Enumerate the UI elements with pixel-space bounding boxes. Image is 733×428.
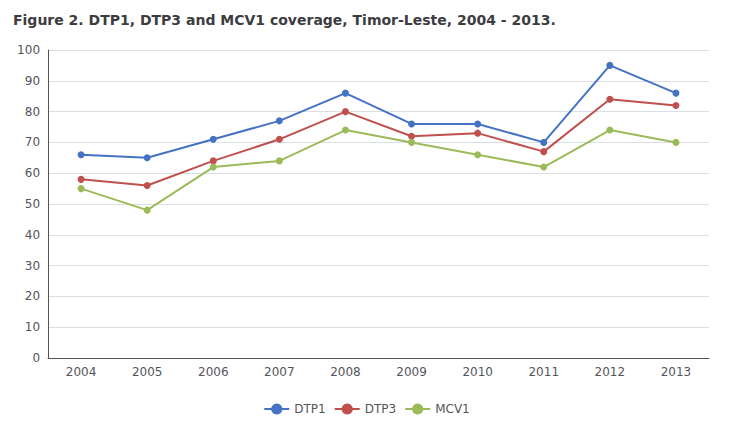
svg-text:Figure 2. DTP1, DTP3 and MCV1: Figure 2. DTP1, DTP3 and MCV1 coverage, … [13,12,556,28]
svg-text:40: 40 [25,228,40,242]
svg-text:50: 50 [25,197,40,211]
svg-text:2011: 2011 [528,365,559,379]
svg-text:10: 10 [25,320,40,334]
svg-text:2005: 2005 [132,365,163,379]
svg-text:2010: 2010 [462,365,493,379]
svg-text:2009: 2009 [396,365,427,379]
svg-text:80: 80 [25,105,40,119]
svg-text:2006: 2006 [198,365,229,379]
svg-text:90: 90 [25,74,40,88]
svg-text:20: 20 [25,289,40,303]
svg-text:DTP1: DTP1 [294,402,325,416]
svg-text:2012: 2012 [595,365,626,379]
svg-text:2004: 2004 [66,365,97,379]
svg-text:2007: 2007 [264,365,295,379]
svg-text:2008: 2008 [330,365,361,379]
svg-text:60: 60 [25,166,40,180]
svg-text:0: 0 [32,351,40,365]
svg-text:30: 30 [25,259,40,273]
svg-text:MCV1: MCV1 [435,402,470,416]
svg-text:70: 70 [25,135,40,149]
svg-text:2013: 2013 [661,365,692,379]
svg-text:DTP3: DTP3 [365,402,396,416]
svg-text:100: 100 [17,43,40,57]
